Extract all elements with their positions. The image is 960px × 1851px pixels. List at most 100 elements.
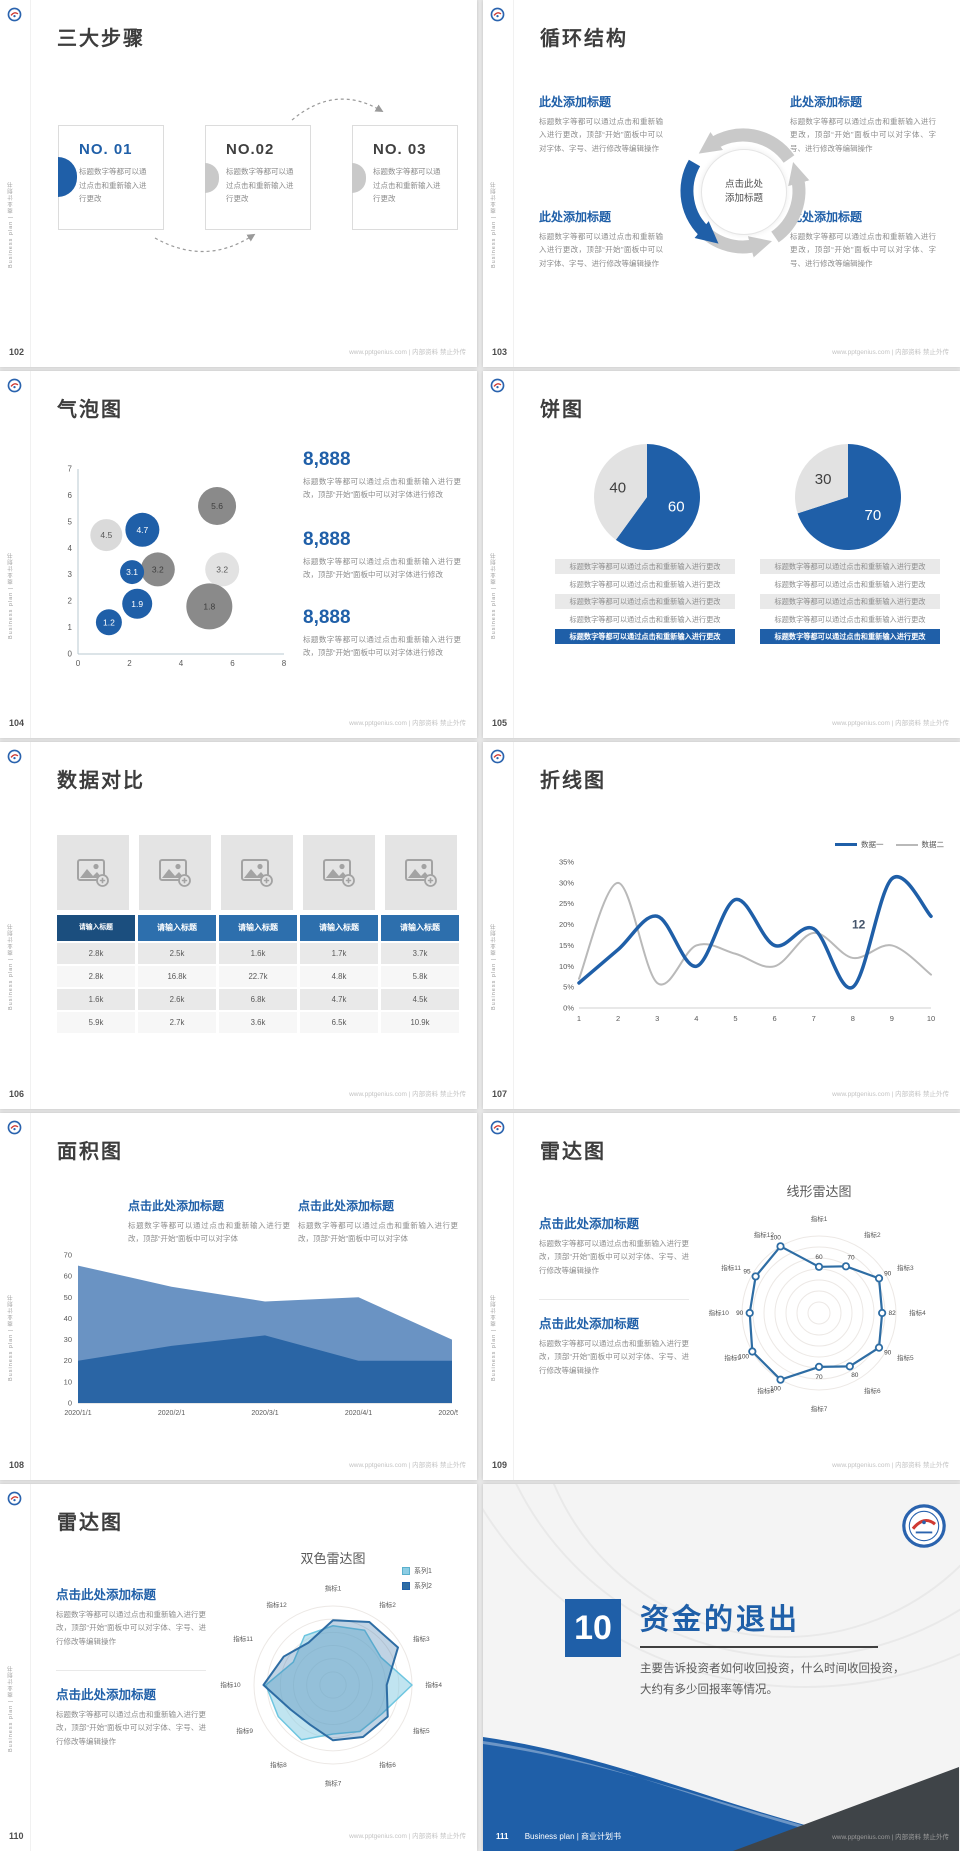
title-underline [640,1646,878,1648]
svg-text:70: 70 [64,1251,72,1260]
slide-108-area-chart: Business plan | 商业计划书 108 面积图 点击此处添加标题 标… [0,1113,477,1480]
divider-line [539,1299,689,1300]
page-number: 111 [496,1832,509,1841]
svg-text:指标11: 指标11 [233,1634,253,1643]
caption-row-highlight: 标题数字等都可以通过点击和重新输入进行更改 [555,629,735,644]
text-block-2: 点击此处添加标题 标题数字等都可以通过点击和重新输入进行更改，顶部“开始”面板中… [298,1197,458,1246]
svg-text:0%: 0% [563,1004,574,1013]
svg-text:8: 8 [851,1014,855,1023]
svg-text:指标8: 指标8 [757,1386,774,1395]
svg-text:指标4: 指标4 [425,1680,442,1689]
brand-logo-icon [7,749,22,764]
svg-text:100: 100 [770,1235,781,1242]
text-block-bottom-left: 此处添加标题 标题数字等都可以通过点击和重新输入进行更改，顶部“开始”面板中可以… [539,208,663,270]
image-placeholder [303,835,375,910]
radar-legend: 系列1 系列2 [402,1566,432,1596]
section-description: 主要告诉投资者如何收回投资，什么时间收回投资，大约有多少回报率等情况。 [640,1663,905,1696]
table-row: 2.8k 16.8k 22.7k 4.8k 5.8k [57,966,459,987]
series1-swatch-icon [402,1567,410,1575]
svg-text:40: 40 [609,480,626,497]
slide-104-bubble-chart: Business plan | 商业计划书 104 气泡图 0 1 2 3 4 5 6 7 0 2… [0,371,477,738]
page-number: 104 [9,718,25,728]
svg-text:1: 1 [68,623,73,632]
step-body: 标题数字等都可以通过点击和重新输入进行更改 [373,167,441,203]
column-header: 请输入标题 [57,915,135,941]
step-flow-arrows [154,98,384,253]
svg-text:指标6: 指标6 [864,1386,881,1395]
svg-text:60: 60 [815,1254,823,1261]
caption-row: 标题数字等都可以通过点击和重新输入进行更改 [760,559,940,574]
text-block-2: 点击此处添加标题 标题数字等都可以通过点击和重新输入进行更改，顶部“开始”面板中… [539,1313,689,1377]
radar-chart: 指标1 指标2 指标3 指标4 指标5 指标6 指标7 指标8 指标9 指标10 指标11 指标12 [220,1584,442,1788]
site-note: www.pptgenius.com | 内部资料 禁止外传 [832,349,949,356]
cover-footer: 111 Business plan | 商业计划书 [496,1831,621,1842]
svg-text:1.9: 1.9 [131,599,143,609]
svg-text:30: 30 [64,1335,72,1344]
column-header: 请输入标题 [219,915,297,941]
image-placeholder [221,835,293,910]
stat-body: 标题数字等都可以通过点击和重新输入进行更改，顶部“开始”面板中可以对字体进行修改 [303,477,461,500]
text-block-2: 点击此处添加标题 标题数字等都可以通过点击和重新输入进行更改，顶部“开始”面板中… [56,1684,206,1748]
column-header: 请输入标题 [300,915,378,941]
svg-text:指标12: 指标12 [754,1230,775,1239]
svg-text:指标10: 指标10 [220,1680,241,1689]
svg-text:9: 9 [890,1014,894,1023]
stat-value: 8,888 [303,529,351,550]
svg-text:指标7: 指标7 [811,1404,828,1413]
brand-logo-icon [7,1491,22,1506]
sidebar-divider [30,371,31,738]
caption-row: 标题数字等都可以通过点击和重新输入进行更改 [569,579,721,589]
block-body: 标题数字等都可以通过点击和重新输入进行更改，顶部“开始”面板中可以对字体、字号、… [539,1239,689,1275]
table-cell: 2.7k [138,1012,216,1033]
table-cell: 2.8k [57,966,135,987]
stat-block-3: 8,888 标题数字等都可以通过点击和重新输入进行更改，顶部“开始”面板中可以对… [303,607,461,660]
svg-text:5.6: 5.6 [211,501,223,511]
svg-text:30: 30 [815,471,832,488]
stat-value: 8,888 [303,607,351,628]
svg-text:82: 82 [889,1310,897,1317]
block-body: 标题数字等都可以通过点击和重新输入进行更改，顶部“开始”面板中可以对字体 [128,1221,290,1244]
svg-text:5: 5 [68,517,73,526]
svg-text:8: 8 [282,659,287,668]
svg-text:指标12: 指标12 [267,1600,288,1609]
sidebar-vertical-text: Business plan | 商业计划书 [491,180,497,268]
block-body: 标题数字等都可以通过点击和重新输入进行更改，顶部“开始”面板中可以对字体、字号、… [56,1610,206,1646]
image-placeholder-icon [159,858,191,887]
sidebar-divider [30,742,31,1109]
svg-text:4: 4 [68,544,73,553]
slide-title: 三大步骤 [57,28,145,50]
radar-chart: 指标1 指标2 指标3 指标4 指标5 指标6 指标7 指标8 指标9 指标10 指标11 指标12 6… [709,1214,926,1413]
svg-text:100: 100 [738,1354,749,1361]
svg-text:70: 70 [815,1374,823,1381]
svg-text:1.2: 1.2 [103,617,115,627]
brand-logo-icon [7,1120,22,1135]
svg-text:2020/2/1: 2020/2/1 [158,1410,185,1417]
block-title: 此处添加标题 [790,210,863,224]
svg-text:指标8: 指标8 [270,1760,287,1769]
slide-107-line-chart: Business plan | 商业计划书 107 折线图 数据一 数据二 0%… [483,742,960,1109]
svg-text:指标1: 指标1 [811,1214,828,1223]
sidebar-vertical-text: Business plan | 商业计划书 [491,551,497,639]
slide-105-pie-charts: Business plan | 商业计划书 105 饼图 60 40 70 30 标… [483,371,960,738]
sidebar-vertical-text: Business plan | 商业计划书 [491,922,497,1010]
page-number: 105 [492,718,508,728]
legend-item-series1: 系列1 [402,1566,432,1576]
table-cell: 2.8k [57,943,135,964]
table-cell: 4.5k [381,989,459,1010]
site-note: www.pptgenius.com | 内部资料 禁止外传 [832,1834,949,1841]
site-note: www.pptgenius.com | 内部资料 禁止外传 [832,720,949,727]
block-title: 点击此处添加标题 [539,1317,640,1331]
svg-text:15%: 15% [559,941,574,950]
slide-title: 数据对比 [57,770,145,792]
svg-text:25%: 25% [559,899,574,908]
step-card-1: NO. 01 标题数字等都可以通过点击和重新输入进行更改 [58,125,164,230]
step-bullet-icon [58,157,77,197]
svg-text:指标11: 指标11 [721,1263,741,1272]
svg-text:10: 10 [64,1377,72,1386]
block-body: 标题数字等都可以通过点击和重新输入进行更改，顶部“开始”面板中可以对字体、字号、… [539,117,663,153]
image-placeholder-icon [241,858,273,887]
svg-text:指标7: 指标7 [325,1778,342,1787]
svg-text:指标4: 指标4 [909,1308,926,1317]
image-placeholder-icon [405,858,437,887]
sidebar-vertical-text: Business plan | 商业计划书 [8,1664,14,1752]
